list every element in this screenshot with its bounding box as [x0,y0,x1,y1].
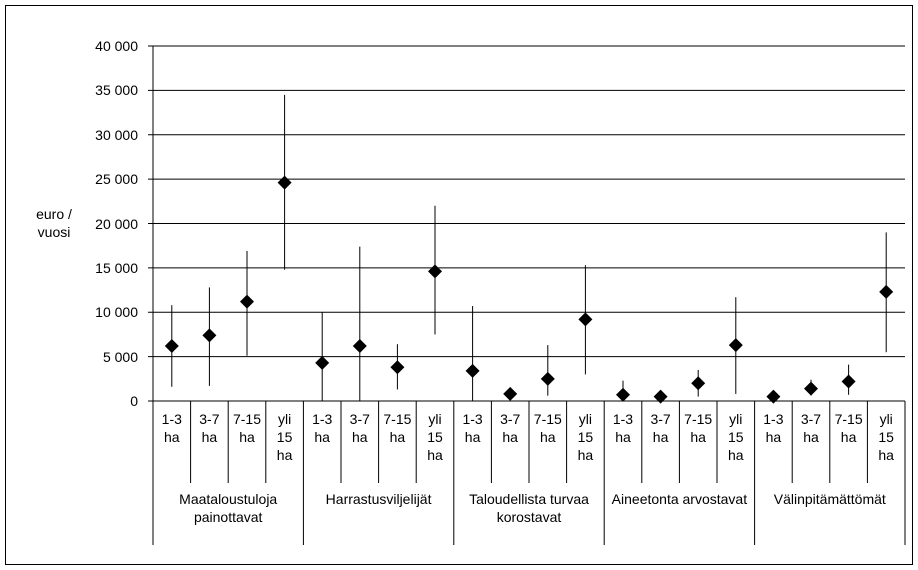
point [202,328,217,343]
point [841,374,856,389]
y-tick-label: 40 000 [95,38,138,54]
y-axis-label: euro / vuosi [36,206,72,240]
frame [5,5,913,565]
x-tick-label: 3-7 ha [199,411,220,445]
point [766,389,781,404]
y-tick-label: 10 000 [95,304,138,321]
point [352,338,367,353]
x-tick-label: 1-3 ha [312,411,333,445]
x-tick-label: 3-7 ha [650,411,671,445]
x-tick-label: yli 15 ha [728,411,744,463]
x-tick-label: 7-15 ha [232,411,261,445]
y-tick-label: 0 [130,393,138,409]
x-tick-label: 7-15 ha [834,411,863,445]
y-tick-label: 5 000 [102,348,138,365]
x-tick-label: 7-15 ha [684,411,713,445]
point [653,389,668,404]
x-tick-label: yli 15 ha [427,411,443,463]
x-tick-label: 3-7 ha [349,411,370,445]
point [578,312,593,327]
point [691,376,706,391]
x-tick-label: yli 15 ha [276,411,293,463]
x-tick-label: 1-3 ha [612,411,634,445]
point [240,294,254,309]
point [315,355,330,370]
x-tick-label: 3-7 ha [800,411,822,445]
y-tick-label: 35 000 [95,82,138,99]
group-label: Maataloustuloja painottavat [179,491,278,525]
x-tick-label: yli 15 ha [878,411,894,463]
x-tick-label: yli 15 ha [577,411,594,463]
x-tick-label: 1-3 ha [462,411,483,445]
point [465,363,480,378]
x-tick-label: 1-3 ha [763,411,784,445]
point [879,284,894,299]
y-tick-label: 15 000 [95,259,138,276]
x-tick-label: 1-3 ha [161,411,182,445]
y-tick-label: 25 000 [95,171,138,188]
point [277,175,292,190]
group-label: Harrastusviljelijät [325,491,432,507]
point [804,381,818,396]
point [616,387,630,402]
point [728,338,743,353]
point [164,338,179,353]
x-tick-label: 7-15 ha [383,411,412,445]
point [390,360,405,375]
point [428,264,442,279]
point [540,371,555,386]
y-tick-label: 30 000 [95,126,138,143]
point [503,386,518,401]
y-tick-label: 20 000 [95,215,138,232]
group-label: Aineetonta arvostavat [611,491,748,507]
group-label: Taloudellista turvaa korostavat [469,491,589,525]
x-tick-label: 7-15 ha [533,411,562,445]
x-tick-label: 3-7 ha [500,411,521,445]
group-label: Välinpitämättömät [773,491,886,507]
